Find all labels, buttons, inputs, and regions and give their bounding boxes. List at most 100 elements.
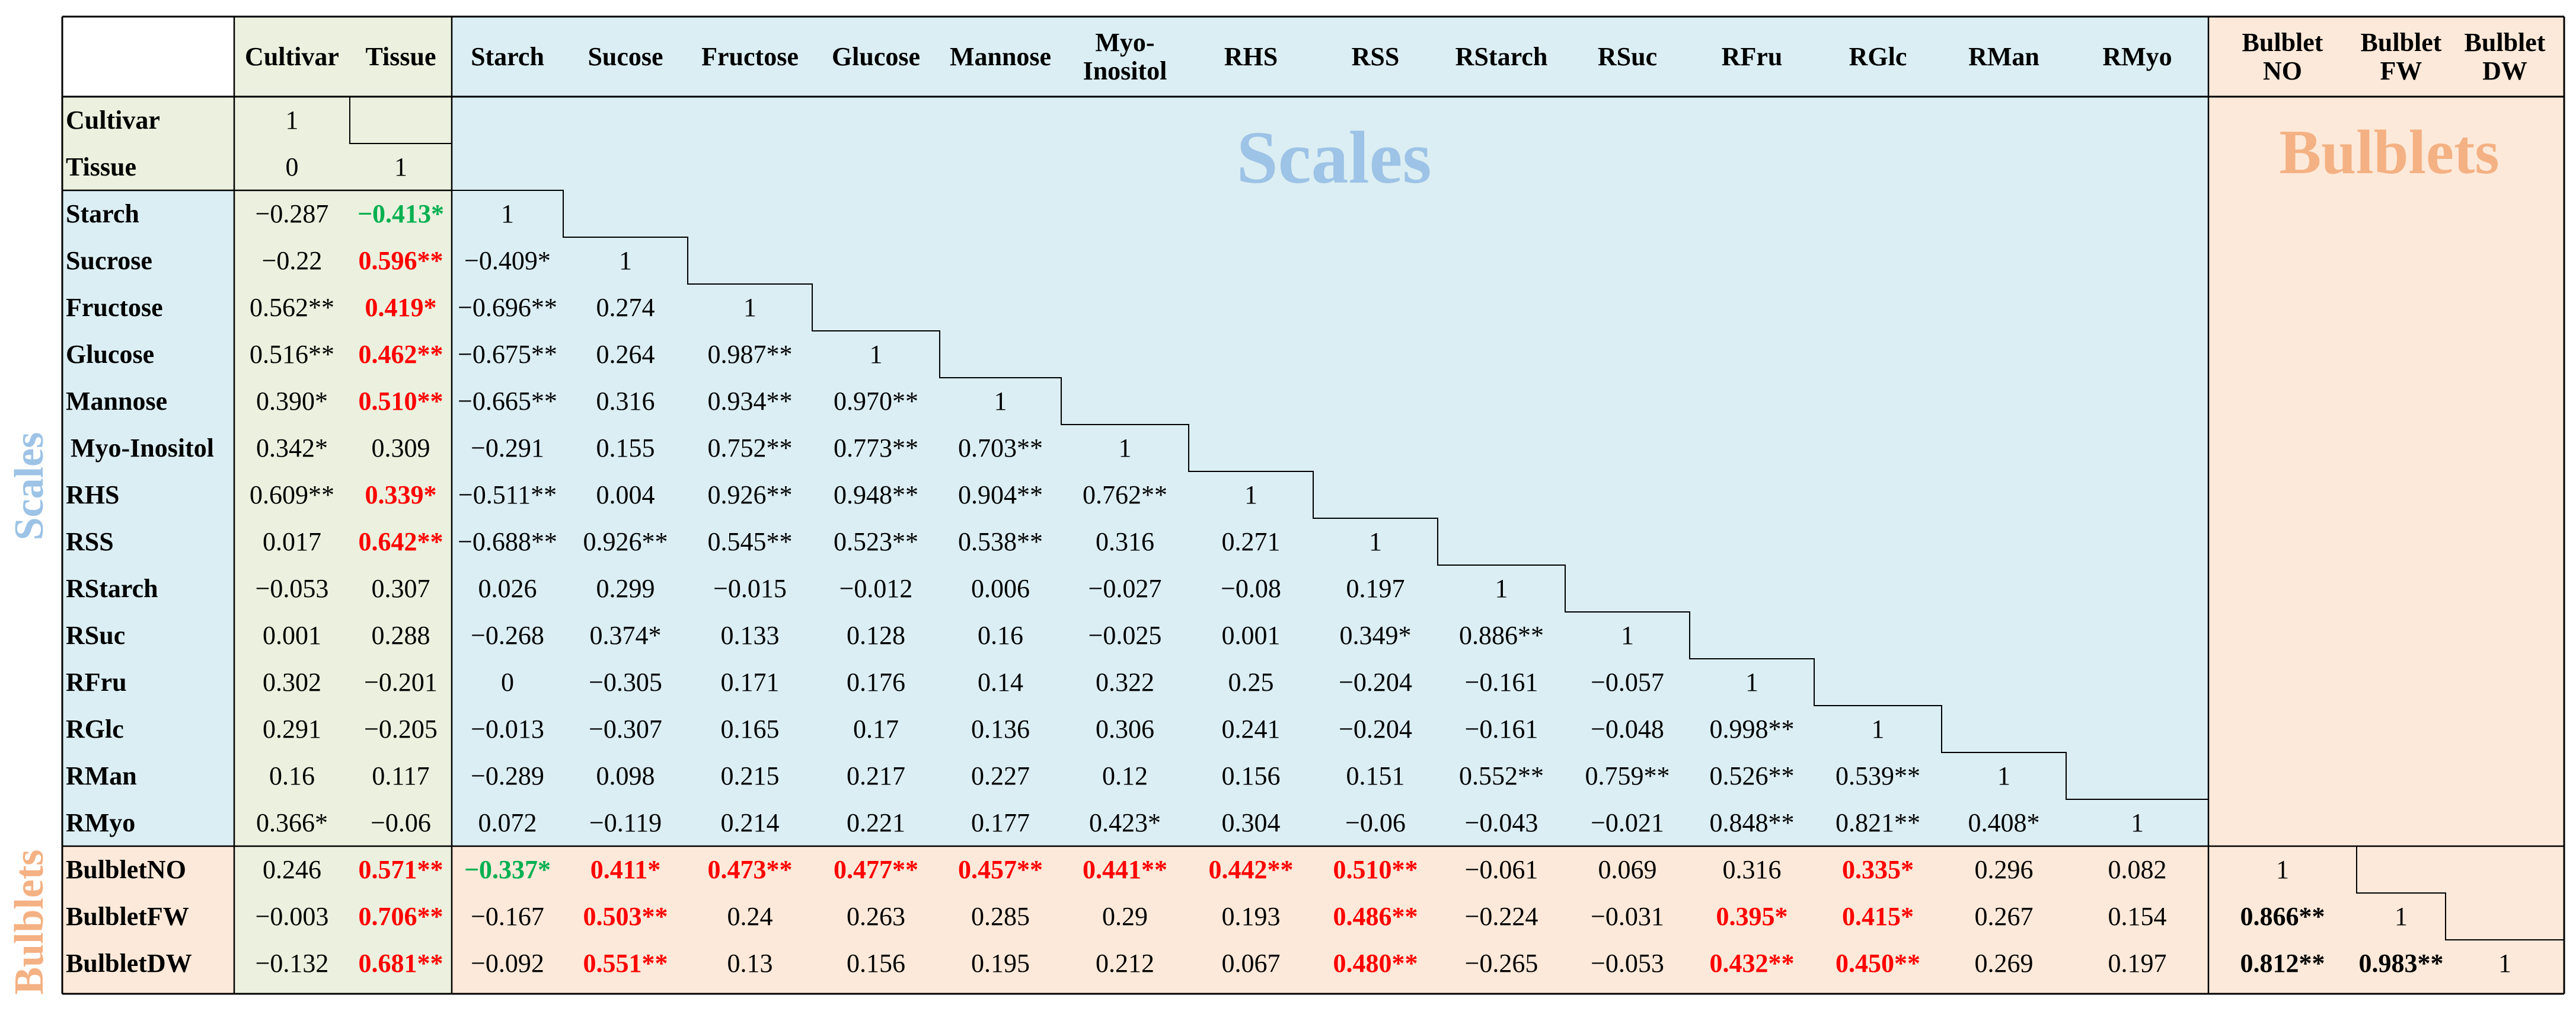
table-cell: 0.390* [256,386,328,416]
bulblets-label-zone [62,846,234,994]
table-cell: 0.285 [971,901,1030,931]
table-cell: 0.503** [583,901,668,931]
table-cell: 1 [2276,854,2289,884]
table-cell: −0.053 [255,573,329,603]
table-cell: 0.14 [978,667,1023,697]
table-cell: 0.17 [853,714,899,744]
diagonal-staircase [349,97,2565,987]
column-header: RMyo [2102,42,2172,71]
table-cell: −0.665** [458,386,557,416]
table-cell: 0.886** [1459,620,1544,650]
table-cell: 0.296 [1974,854,2034,884]
table-cell: 0.193 [1221,901,1281,931]
table-cell: 0.128 [847,620,905,650]
table-cell: 0.450** [1836,948,1920,978]
table-cell: −0.119 [589,808,662,837]
row-label: RStarch [66,573,158,603]
table-cell: 0.306 [1096,714,1154,744]
table-cell: 0.316 [1722,854,1782,884]
table-cell: −0.003 [255,901,329,931]
column-header: Starch [471,42,544,71]
table-cell: −0.048 [1591,714,1664,744]
table-cell: 0.477** [834,854,918,884]
table-cell: 0.13 [727,948,773,978]
row-label: RGlc [66,714,124,744]
table-cell: 0.759** [1585,761,1670,790]
table-cell: 0.302 [263,667,321,697]
table-cell: −0.22 [261,245,323,275]
table-cell: −0.057 [1591,667,1664,697]
table-cell: 1 [1745,667,1758,697]
table-cell: 0.215 [720,761,780,790]
row-label: RMyo [66,808,136,837]
table-cell: 0.462** [358,339,443,369]
table-cell: −0.027 [1088,573,1162,603]
row-label: Sucrose [66,245,152,275]
table-cell: 1 [394,152,407,181]
table-cell: 0.195 [971,948,1030,978]
table-cell: 0.197 [2108,948,2167,978]
table-cell: 1 [2498,948,2511,978]
table-cell: 0.335* [1842,854,1914,884]
factor-zone [234,17,452,994]
table-cell: 1 [1495,573,1508,603]
table-cell: 0.165 [720,714,780,744]
table-cell: 0.176 [847,667,905,697]
column-header: Tissue [365,42,436,71]
table-cell: 1 [2395,901,2408,931]
table-cell: 1 [2131,808,2144,837]
table-cell: 0.703** [958,433,1043,463]
column-header: RHS [1224,42,1278,71]
table-cell: 0.596** [358,245,443,275]
table-cell: 0.516** [250,339,334,369]
table-cell: 0.987** [707,339,793,369]
table-cell: 0.523** [834,527,918,556]
table-cell: 0.212 [1096,948,1154,978]
table-cell: 0.342* [256,433,328,463]
table-cell: 1 [619,245,632,275]
table-cell: 0.609** [250,480,334,509]
column-header: Myo- Inositol [1083,27,1167,85]
table-cell: 0 [285,152,299,181]
table-cell: 0.681** [358,948,443,978]
table-cell: 0.457** [958,854,1043,884]
table-cell: 1 [501,199,514,228]
table-cell: 0.408* [1968,808,2040,837]
table-cell: −0.092 [471,948,544,978]
table-cell: 1 [1871,714,1885,744]
table-cell: 0.473** [707,854,793,884]
table-cell: 0.562** [250,292,334,322]
table-cell: 0.067 [1221,948,1281,978]
table-cell: −0.307 [589,714,662,744]
row-label: BulbletNO [66,854,186,884]
table-cell: −0.201 [364,667,438,697]
row-label: RSuc [66,620,126,650]
table-cell: 1 [743,292,756,322]
table-cell: 0.926** [583,527,668,556]
table-cell: 0.155 [596,433,655,463]
table-cell: −0.291 [471,433,544,463]
scales-label-zone [62,190,234,846]
table-cell: 0.217 [847,761,905,790]
column-header: Sucose [588,42,663,71]
table-cell: 0.069 [1598,854,1657,884]
table-cell: −0.012 [839,573,913,603]
row-label: Tissue [66,152,137,181]
table-cell: 0.773** [834,433,918,463]
table-cell: −0.161 [1464,714,1538,744]
bulblets-side-label: Bulblets [7,849,52,995]
table-cell: 0.316 [596,386,655,416]
table-cell: −0.204 [1339,714,1412,744]
table-cell: 0.082 [2108,854,2167,884]
table-cell: 0.274 [596,292,655,322]
scales-side-label: Scales [7,432,52,541]
table-cell: 0.291 [263,714,321,744]
table-cell: 0.263 [847,901,905,931]
table-cell: 0.395* [1716,901,1788,931]
table-cell: −0.031 [1591,901,1664,931]
table-cell: −0.511** [458,480,557,509]
column-header: RSuc [1597,42,1658,71]
table-cell: 0.001 [1221,620,1281,650]
table-cell: 0.926** [707,480,793,509]
table-cell: 0.322 [1096,667,1154,697]
